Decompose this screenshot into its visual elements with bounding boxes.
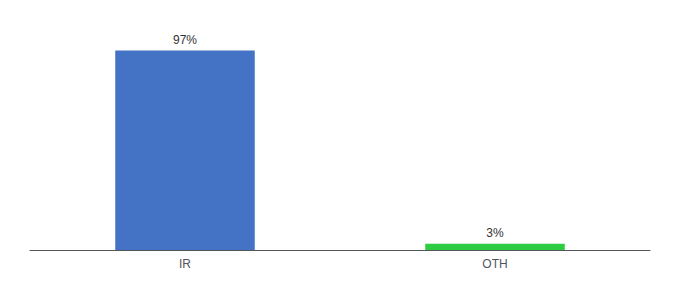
svg-text:OTH: OTH — [482, 257, 507, 271]
svg-text:97%: 97% — [173, 33, 197, 47]
svg-text:3%: 3% — [486, 226, 504, 240]
svg-text:IR: IR — [179, 257, 191, 271]
